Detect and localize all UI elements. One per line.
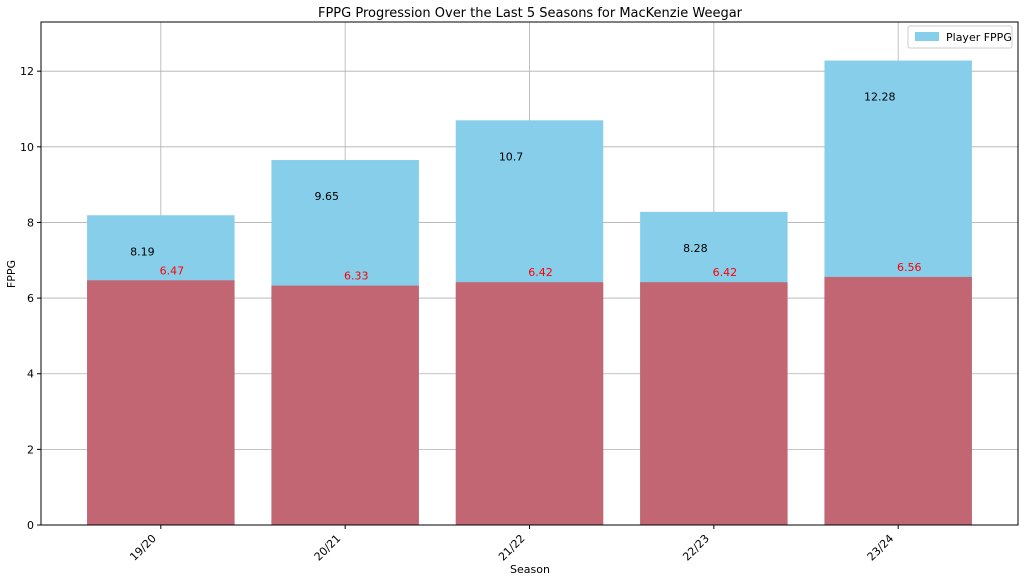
bar bbox=[271, 285, 419, 525]
legend-frame bbox=[907, 25, 1013, 49]
y-tick-label: 6 bbox=[27, 292, 34, 305]
y-tick-label: 4 bbox=[27, 368, 34, 381]
y-tick-label: 10 bbox=[20, 141, 34, 154]
data-label: 6.42 bbox=[713, 266, 738, 279]
x-tick-label: 19/20 bbox=[127, 532, 159, 564]
data-label: 10.7 bbox=[499, 150, 524, 163]
x-tick-label: 23/24 bbox=[865, 532, 897, 564]
y-tick-label: 8 bbox=[27, 216, 34, 229]
data-label: 12.28 bbox=[864, 91, 896, 104]
x-tick-label: 22/23 bbox=[680, 532, 712, 564]
bars-layer bbox=[87, 60, 972, 526]
bar bbox=[824, 276, 972, 525]
data-labels-layer: 8.19 9.65 10.7 8.28 12.28 6.47 6.33 6.42 6.42 6.5… bbox=[130, 91, 921, 283]
data-label: 9.65 bbox=[314, 190, 339, 203]
bar bbox=[455, 282, 604, 525]
data-label: 6.42 bbox=[528, 266, 553, 279]
y-tick-label: 2 bbox=[27, 443, 34, 456]
chart-title: FPPG Progression Over the Last 5 Seasons… bbox=[318, 6, 743, 21]
y-tick-label: 12 bbox=[20, 65, 34, 78]
bar bbox=[87, 280, 235, 525]
y-axis-label: FPPG bbox=[5, 260, 18, 288]
data-label: 8.28 bbox=[683, 242, 708, 255]
x-axis-label: Season bbox=[510, 563, 550, 576]
data-label: 6.56 bbox=[897, 261, 922, 274]
y-tick-label: 0 bbox=[27, 519, 34, 532]
legend-label-player-fppg: Player FPPG bbox=[946, 31, 1012, 44]
legend-swatch-player-fppg bbox=[915, 32, 939, 41]
x-tick-label: 21/22 bbox=[496, 532, 528, 564]
data-label: 6.33 bbox=[344, 270, 369, 283]
bar bbox=[640, 282, 788, 525]
data-label: 6.47 bbox=[160, 264, 185, 277]
legend: Player FPPG bbox=[907, 25, 1013, 49]
x-tick-label: 20/21 bbox=[312, 532, 344, 564]
data-label: 8.19 bbox=[130, 245, 155, 258]
